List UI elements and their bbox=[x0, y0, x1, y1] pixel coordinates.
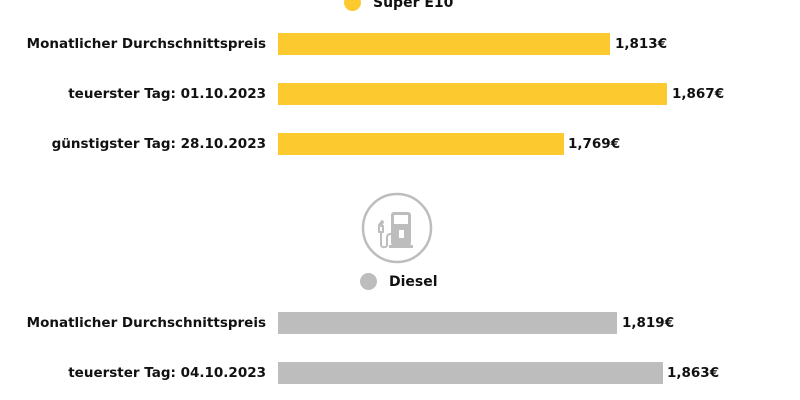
bar-value: 1,867€ bbox=[672, 86, 725, 102]
bar-label: teuerster Tag: 04.10.2023 bbox=[68, 365, 266, 381]
fuel-pump-icon bbox=[361, 192, 433, 264]
bar-super-e10 bbox=[278, 133, 564, 155]
bar-diesel bbox=[278, 362, 663, 384]
bar-label: Monatlicher Durchschnittspreis bbox=[26, 315, 266, 331]
bar-label: Monatlicher Durchschnittspreis bbox=[26, 36, 266, 52]
bar-super-e10 bbox=[278, 33, 610, 55]
bar-row: Monatlicher Durchschnittspreis 1,819€ bbox=[0, 312, 800, 334]
bar-super-e10 bbox=[278, 83, 667, 105]
legend-super-e10: Super E10 bbox=[344, 0, 453, 11]
bar-diesel bbox=[278, 312, 617, 334]
bar-row: teuerster Tag: 01.10.2023 1,867€ bbox=[0, 83, 800, 105]
bar-label: günstigster Tag: 28.10.2023 bbox=[51, 136, 266, 152]
bar-row: Monatlicher Durchschnittspreis 1,813€ bbox=[0, 33, 800, 55]
legend-label: Diesel bbox=[389, 273, 438, 290]
legend-diesel: Diesel bbox=[360, 273, 438, 290]
bar-value: 1,813€ bbox=[615, 36, 668, 52]
bar-row: günstigster Tag: 28.10.2023 1,769€ bbox=[0, 133, 800, 155]
bar-value: 1,863€ bbox=[667, 365, 720, 381]
bar-value: 1,819€ bbox=[622, 315, 675, 331]
bar-row: teuerster Tag: 04.10.2023 1,863€ bbox=[0, 362, 800, 384]
bar-value: 1,769€ bbox=[568, 136, 621, 152]
legend-label: Super E10 bbox=[373, 0, 454, 11]
legend-dot-super-e10 bbox=[344, 0, 361, 11]
bar-label: teuerster Tag: 01.10.2023 bbox=[68, 86, 266, 102]
legend-dot-diesel bbox=[360, 273, 377, 290]
